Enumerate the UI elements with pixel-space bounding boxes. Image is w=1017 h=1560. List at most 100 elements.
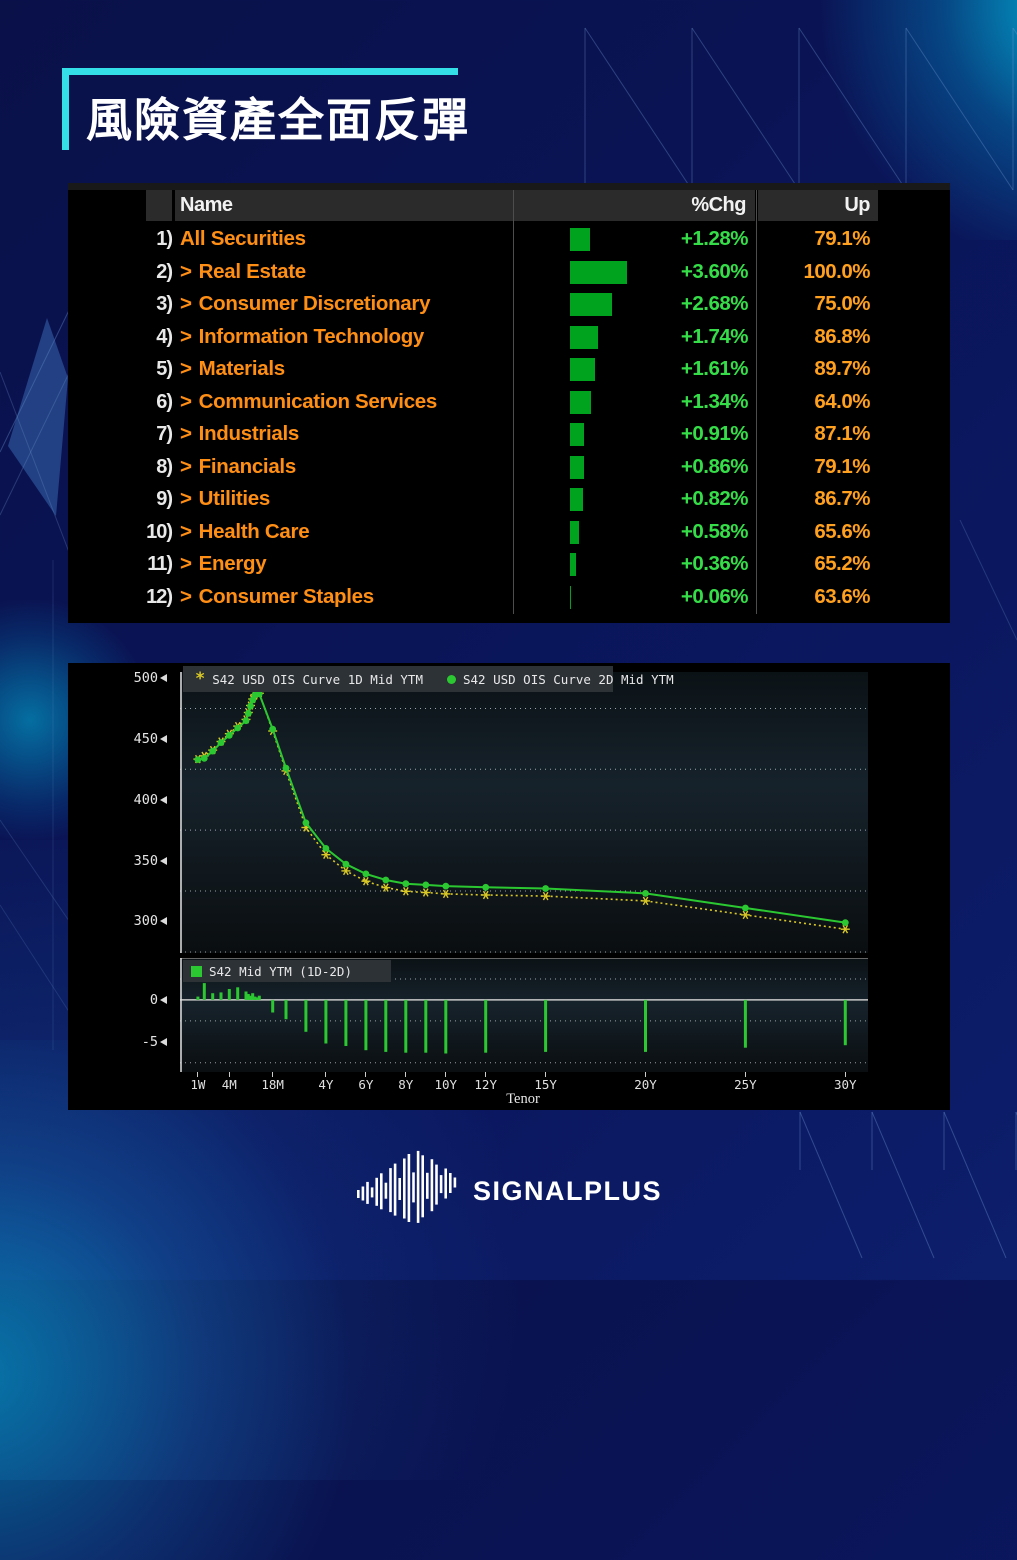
- chevron-icon: >: [180, 357, 192, 381]
- up-value: 63.6%: [814, 585, 870, 609]
- chg-value: +0.58%: [680, 519, 749, 543]
- table-row[interactable]: 8) > Financials +0.86% 79.1%: [68, 451, 950, 484]
- tick-arrow-icon: [160, 856, 167, 865]
- x-tick-label: 30Y: [833, 1077, 857, 1092]
- legend-entry-1d[interactable]: * S42 USD OIS Curve 1D Mid YTM: [195, 671, 423, 688]
- sector-name: All Securities: [180, 227, 306, 250]
- table-header-blank: [146, 190, 172, 221]
- chg-value: +1.74%: [680, 324, 749, 348]
- table-row[interactable]: 9) > Utilities +0.82% 86.7%: [68, 483, 950, 516]
- sector-name: > Materials: [180, 357, 285, 381]
- sector-name: > Consumer Discretionary: [180, 292, 431, 316]
- y-tick-label: 300: [116, 913, 167, 929]
- chg-bar: [570, 325, 598, 349]
- chg-bar: [570, 586, 571, 610]
- chg-bar: [570, 455, 584, 479]
- tick-arrow-icon: [160, 1037, 167, 1046]
- tick-arrow-icon: [160, 674, 167, 683]
- y-tick-label: 0: [116, 992, 167, 1008]
- table-rows: 1) All Securities +1.28% 79.1% 2) > Real Estat…: [68, 223, 950, 614]
- sector-name: > Consumer Staples: [180, 585, 374, 609]
- up-value: 100.0%: [803, 259, 870, 283]
- chg-value: +0.82%: [680, 487, 749, 511]
- chg-bar: [570, 423, 584, 447]
- chevron-icon: >: [180, 487, 192, 511]
- sector-name: > Real Estate: [180, 259, 306, 283]
- footer: SIGNALPLUS: [0, 1148, 1017, 1234]
- table-row[interactable]: 7) > Industrials +0.91% 87.1%: [68, 418, 950, 451]
- row-number: 1): [156, 228, 173, 250]
- x-tick-label: 4M: [221, 1077, 237, 1092]
- legend-label-2d: S42 USD OIS Curve 2D Mid YTM: [462, 671, 674, 687]
- chevron-icon: >: [180, 552, 192, 576]
- chg-bar: [570, 390, 591, 414]
- x-tick-label: 6Y: [358, 1077, 374, 1092]
- chevron-icon: >: [180, 519, 192, 543]
- table-row[interactable]: 6) > Communication Services +1.34% 64.0%: [68, 386, 950, 419]
- legend-entry-2d[interactable]: S42 USD OIS Curve 2D Mid YTM: [446, 671, 674, 687]
- ois-chart-panel: * S42 USD OIS Curve 1D Mid YTM S42 USD O…: [68, 663, 950, 1110]
- table-top-strip: [68, 183, 950, 190]
- chg-bar: [570, 228, 590, 251]
- x-tick-mark: [545, 1072, 547, 1077]
- chg-value: +2.68%: [680, 292, 749, 316]
- sector-name: > Health Care: [180, 519, 310, 543]
- up-value: 89.7%: [814, 357, 870, 381]
- table-row[interactable]: 11) > Energy +0.36% 65.2%: [68, 548, 950, 581]
- x-tick-label: 10Y: [434, 1077, 458, 1092]
- row-number: 4): [156, 325, 173, 348]
- background-pattern: [0, 27, 1017, 1259]
- sub-chart-legend: S42 Mid YTM (1D-2D): [183, 960, 391, 982]
- page-title: 風險資產全面反彈: [86, 94, 470, 146]
- sector-name: > Industrials: [180, 422, 300, 446]
- sector-name: > Financials: [180, 454, 296, 478]
- main-curve-plot[interactable]: [180, 672, 868, 953]
- x-tick-label: 18M: [261, 1077, 284, 1092]
- chevron-icon: >: [180, 259, 192, 283]
- table-row[interactable]: 5) > Materials +1.61% 89.7%: [68, 353, 950, 386]
- chg-value: +1.34%: [680, 389, 749, 413]
- table-row[interactable]: 10) > Health Care +0.58% 65.6%: [68, 516, 950, 549]
- x-tick-label: 8Y: [398, 1077, 414, 1092]
- row-number: 3): [156, 293, 173, 316]
- legend-label-1d: S42 USD OIS Curve 1D Mid YTM: [212, 671, 423, 687]
- table-header-name[interactable]: Name: [175, 190, 517, 221]
- table-row[interactable]: 1) All Securities +1.28% 79.1%: [68, 223, 950, 256]
- table-row[interactable]: 4) > Information Technology +1.74% 86.8%: [68, 321, 950, 354]
- sector-name: > Energy: [180, 552, 267, 576]
- legend-label-diff: S42 Mid YTM (1D-2D): [209, 963, 352, 979]
- chevron-icon: >: [180, 454, 192, 478]
- table-header-up[interactable]: Up: [758, 190, 878, 221]
- up-value: 65.6%: [814, 519, 870, 543]
- row-number: 8): [156, 455, 173, 478]
- chevron-icon: >: [180, 324, 192, 348]
- chg-bar: [570, 553, 576, 577]
- chg-bar: [570, 260, 627, 284]
- y-tick-label: -5: [116, 1034, 167, 1050]
- up-value: 86.7%: [814, 487, 870, 511]
- row-number: 5): [156, 358, 173, 381]
- up-value: 64.0%: [814, 389, 870, 413]
- brand-name: SIGNALPLUS: [472, 1175, 662, 1206]
- sector-name: > Communication Services: [180, 389, 438, 413]
- tick-arrow-icon: [160, 795, 167, 804]
- chg-bar: [570, 293, 612, 317]
- sector-name: > Utilities: [180, 487, 271, 511]
- tick-arrow-icon: [160, 917, 167, 926]
- table-row[interactable]: 12) > Consumer Staples +0.06% 63.6%: [68, 581, 950, 614]
- x-tick-label: 12Y: [474, 1077, 497, 1092]
- table-header-chg[interactable]: %Chg: [515, 190, 755, 221]
- sector-table-panel: Name %Chg Up 1) All Securities +1.28% 79.1%…: [68, 183, 950, 623]
- column-divider: [756, 190, 757, 614]
- main-chart-legend: * S42 USD OIS Curve 1D Mid YTM S42 USD O…: [183, 666, 674, 692]
- x-tick-label: 20Y: [634, 1077, 657, 1092]
- row-number: 10): [146, 520, 173, 543]
- up-value: 65.2%: [814, 552, 870, 576]
- table-row[interactable]: 3) > Consumer Discretionary +2.68% 75.0%: [68, 288, 950, 321]
- signalplus-logo-icon: [356, 1150, 457, 1223]
- chg-value: +1.28%: [680, 227, 749, 250]
- row-number: 2): [156, 260, 173, 283]
- x-tick-mark: [405, 1072, 407, 1077]
- table-row[interactable]: 2) > Real Estate +3.60% 100.0%: [68, 256, 950, 289]
- chevron-icon: >: [180, 422, 192, 446]
